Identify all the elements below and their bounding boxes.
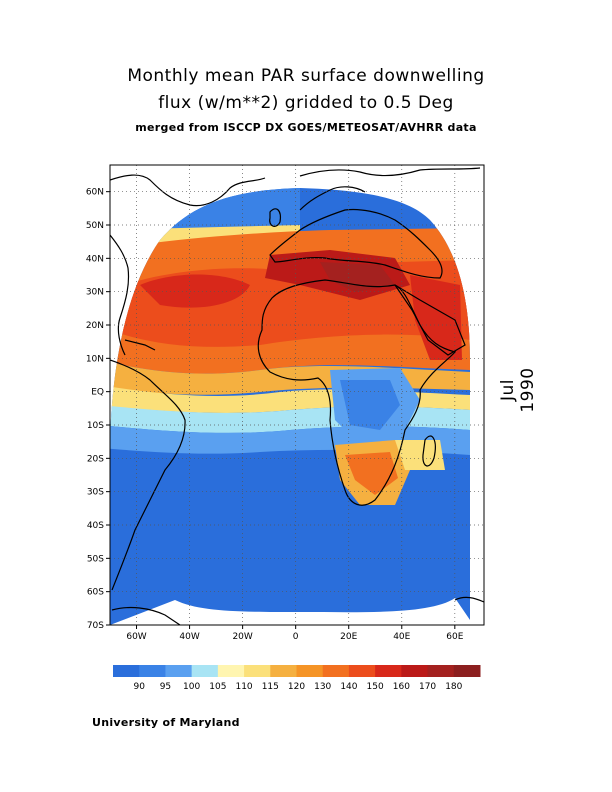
lon-label: 40E [393, 632, 410, 642]
colorbar-swatch [244, 665, 271, 677]
lat-label: 70S [87, 621, 104, 631]
title-line-1: Monthly mean PAR surface downwelling [127, 66, 485, 86]
colorbar-swatch [270, 665, 297, 677]
lon-label: 20E [340, 632, 357, 642]
title-line-3: merged from ISCCP DX GOES/METEOSAT/AVHRR… [135, 121, 477, 134]
colorbar-swatch [113, 665, 140, 677]
colorbar-swatch [427, 665, 455, 677]
flux-field [110, 188, 470, 625]
colorbar-label: 110 [235, 682, 252, 692]
colorbar-label: 150 [367, 682, 384, 692]
lat-label: 40S [87, 521, 104, 531]
lon-label: 20W [232, 632, 252, 642]
colorbar-label: 140 [340, 682, 357, 692]
colorbar-label: 115 [262, 682, 279, 692]
lon-label: 60W [126, 632, 146, 642]
lat-label: 30N [86, 288, 104, 298]
colorbar-swatch [322, 665, 350, 677]
date-label: Jul 1990 [498, 367, 538, 413]
colorbar-swatch [401, 665, 429, 677]
lon-label: 0 [293, 632, 299, 642]
colorbar-swatch [375, 665, 402, 677]
colorbar-label: 100 [183, 682, 200, 692]
colorbar-swatch [139, 665, 166, 677]
credit-text: University of Maryland [92, 716, 240, 729]
lat-label: 10N [86, 354, 104, 364]
colorbar-swatch [296, 665, 324, 677]
lon-label: 60E [446, 632, 463, 642]
lat-label: 50S [87, 554, 104, 564]
lat-label: 60S [87, 588, 104, 598]
colorbar: 90 95 100 105 110 115 120 130 140 150 160 170 180 [113, 665, 481, 692]
colorbar-label: 130 [314, 682, 331, 692]
lat-label: 50N [86, 221, 104, 231]
lat-label: 30S [87, 488, 104, 498]
lat-label: 40N [86, 254, 104, 264]
colorbar-label: 120 [288, 682, 305, 692]
colorbar-label: 170 [419, 682, 436, 692]
coastlines [110, 167, 484, 625]
lat-label: 20N [86, 321, 104, 331]
lat-label: 10S [87, 421, 104, 431]
colorbar-label: 95 [160, 682, 171, 692]
map-frame [109, 164, 485, 626]
colorbar-label: 90 [133, 682, 145, 692]
lat-label: EQ [91, 388, 104, 398]
colorbar-swatch [348, 665, 376, 677]
colorbar-label: 160 [393, 682, 410, 692]
colorbar-swatch [217, 665, 245, 677]
colorbar-swatch [191, 665, 219, 677]
title-line-2: flux (w/m**2) gridded to 0.5 Deg [158, 93, 454, 113]
graticule [110, 165, 484, 625]
lat-label: 20S [87, 454, 104, 464]
colorbar-swatch [165, 665, 193, 677]
colorbar-label: 105 [209, 682, 226, 692]
colorbar-label: 180 [445, 682, 462, 692]
colorbar-swatch [453, 665, 481, 677]
lon-label: 40W [179, 632, 199, 642]
lat-label: 60N [86, 188, 104, 198]
